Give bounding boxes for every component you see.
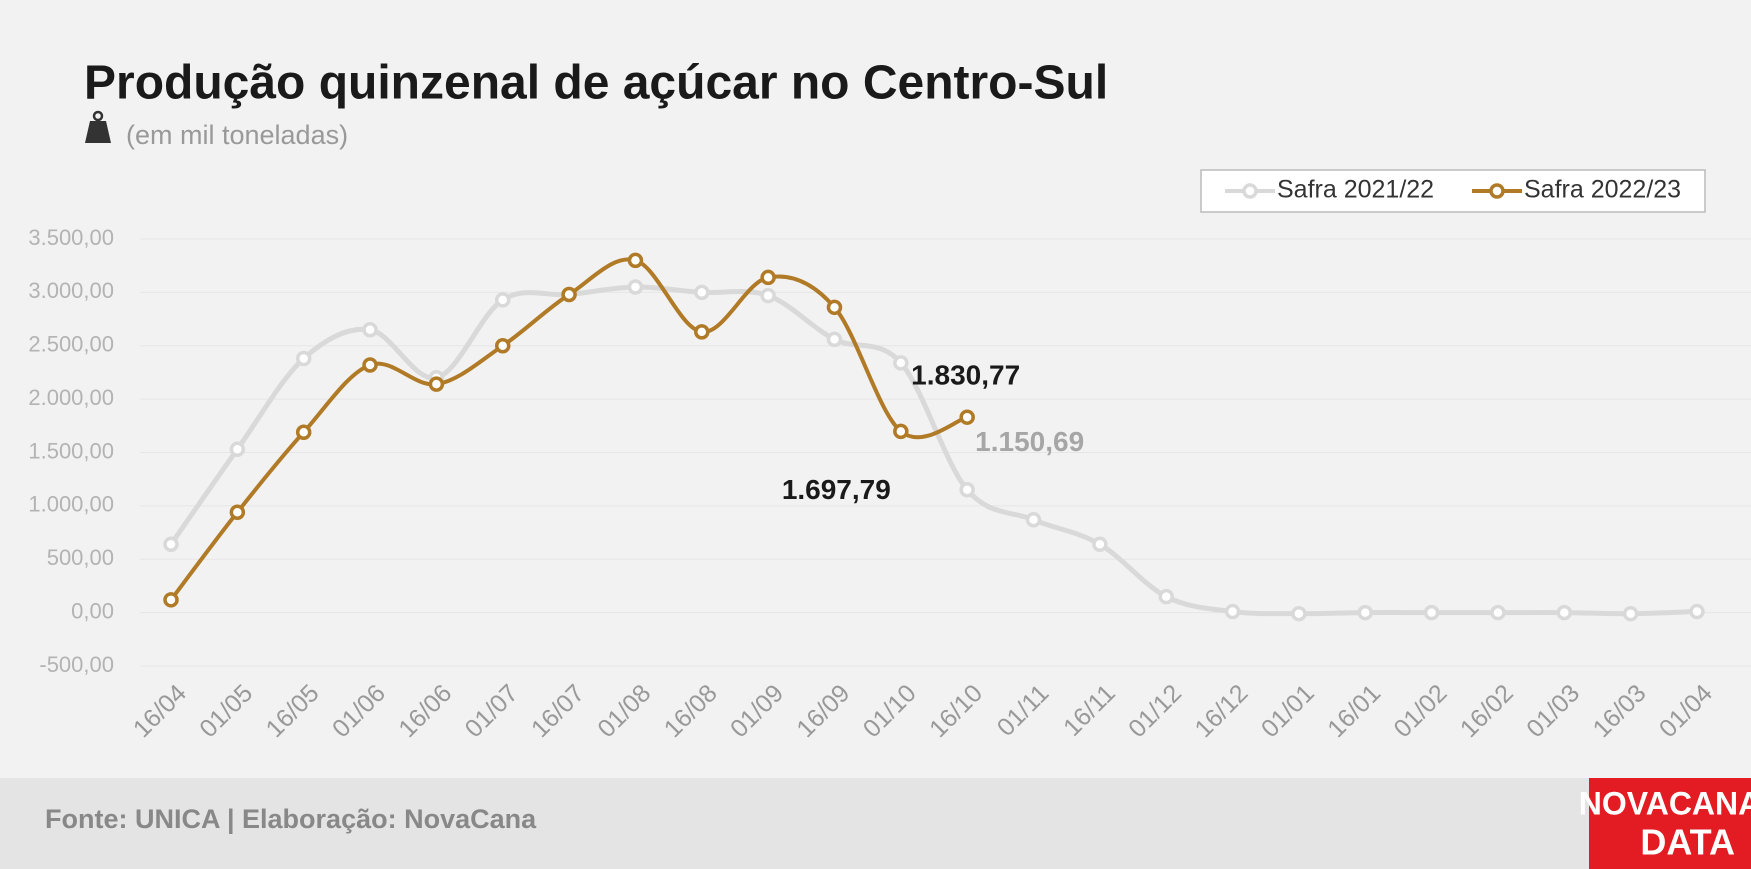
point-marker	[561, 286, 577, 303]
point-marker	[627, 279, 644, 295]
point-marker	[1556, 604, 1573, 621]
chart-title: Produção quinzenal de açúcar no Centro-S…	[84, 57, 1108, 110]
weight-icon	[85, 110, 111, 143]
point-marker	[295, 350, 312, 367]
point-marker	[959, 409, 975, 425]
point-marker	[694, 284, 710, 301]
y-tick-label: 2.000,00	[28, 385, 114, 410]
point-marker	[494, 338, 511, 354]
source-note: Fonte: UNICA | Elaboração: NovaCana	[45, 804, 537, 834]
point-marker	[362, 357, 378, 373]
y-tick-label: 1.500,00	[28, 438, 114, 463]
point-marker	[760, 269, 776, 286]
logo-text: DATA	[1640, 822, 1735, 863]
y-tick-label: 3.500,00	[28, 225, 114, 250]
point-marker	[1092, 536, 1108, 553]
point-marker	[163, 592, 179, 608]
y-tick-label: -500,00	[39, 652, 114, 677]
point-marker	[826, 331, 843, 348]
point-marker	[959, 482, 975, 498]
point-marker	[1158, 588, 1174, 605]
point-marker	[163, 536, 179, 553]
legend-label: Safra 2021/22	[1277, 176, 1434, 204]
point-marker	[494, 292, 511, 308]
y-tick-label: 1.000,00	[28, 492, 114, 517]
point-marker	[428, 376, 445, 392]
footer-band	[0, 778, 1751, 869]
point-marker	[229, 441, 246, 458]
logo-text: NOVACANA	[1579, 785, 1751, 821]
legend-marker	[1242, 183, 1258, 199]
y-tick-label: 2.500,00	[28, 332, 114, 357]
point-marker	[893, 355, 909, 371]
point-marker	[893, 423, 909, 440]
legend-marker	[1489, 183, 1505, 199]
point-marker	[229, 504, 246, 521]
y-tick-label: 0,00	[71, 598, 114, 623]
point-marker	[1025, 512, 1042, 528]
point-marker	[1357, 604, 1374, 621]
point-marker	[760, 287, 776, 304]
legend-label: Safra 2022/23	[1524, 176, 1681, 204]
point-marker	[1689, 603, 1705, 620]
point-marker	[1423, 604, 1440, 621]
data-label: 1.830,77	[911, 360, 1020, 391]
chart-subtitle: (em mil toneladas)	[126, 120, 348, 150]
legend-box	[1200, 169, 1706, 213]
logo-box	[1589, 778, 1751, 869]
point-marker	[694, 324, 710, 340]
point-marker	[1490, 604, 1506, 621]
point-marker	[1622, 605, 1639, 622]
y-tick-label: 3.000,00	[28, 278, 114, 303]
point-marker	[295, 424, 312, 440]
point-marker	[826, 299, 843, 316]
point-marker	[627, 252, 644, 269]
point-marker	[362, 321, 378, 338]
data-label: 1.150,69	[975, 426, 1084, 457]
point-marker	[1291, 605, 1307, 622]
y-tick-label: 500,00	[47, 545, 114, 570]
data-label: 1.697,79	[782, 474, 891, 505]
point-marker	[1224, 603, 1241, 620]
